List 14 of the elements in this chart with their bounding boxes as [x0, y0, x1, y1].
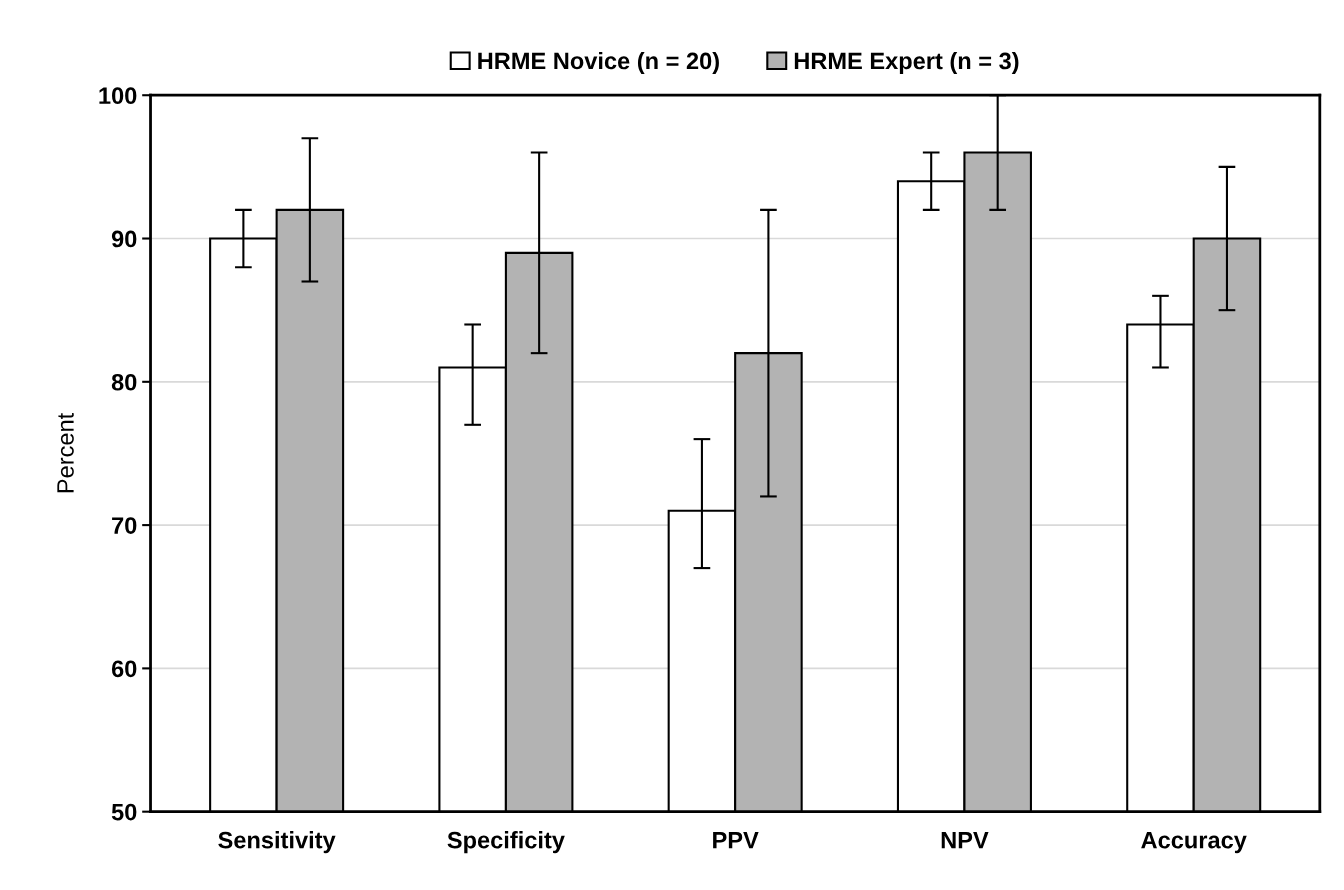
y-tick-label: 70 — [112, 517, 137, 534]
x-tick-label: Sensitivity — [218, 831, 336, 854]
y-tick-label: 50 — [111, 803, 137, 821]
x-tick-label: NPV — [941, 831, 989, 849]
legend-label: HRME Novice (n = 20) — [478, 51, 719, 74]
y-axis-title: Percent — [57, 412, 74, 493]
x-tick-label: PPV — [713, 831, 759, 849]
legend-label: HRME Expert (n = 3) — [794, 51, 1019, 74]
y-tick-label: 90 — [111, 230, 137, 248]
x-tick-label: Accuracy — [1141, 831, 1247, 854]
y-tick-label: 60 — [111, 660, 137, 678]
x-tick-label: Specificity — [447, 831, 565, 854]
y-tick-label: 100 — [99, 87, 137, 105]
y-tick-label: 80 — [111, 373, 137, 391]
